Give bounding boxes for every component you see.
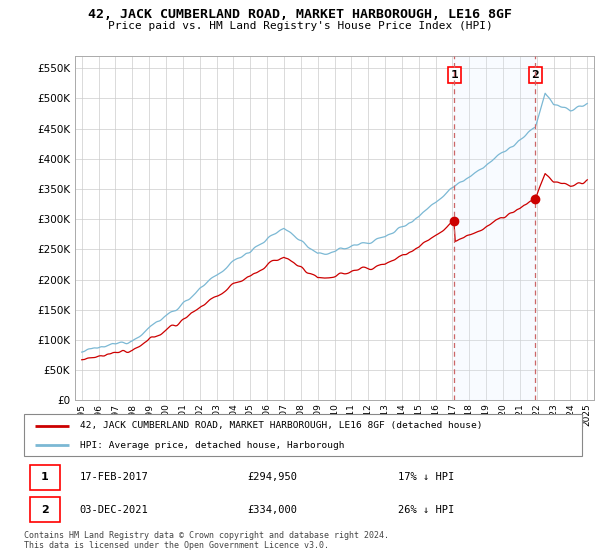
Text: 03-DEC-2021: 03-DEC-2021 bbox=[80, 505, 149, 515]
Text: Contains HM Land Registry data © Crown copyright and database right 2024.
This d: Contains HM Land Registry data © Crown c… bbox=[24, 531, 389, 550]
Text: 2: 2 bbox=[41, 505, 49, 515]
Text: 26% ↓ HPI: 26% ↓ HPI bbox=[398, 505, 454, 515]
Text: 1: 1 bbox=[41, 473, 49, 483]
Text: 1: 1 bbox=[451, 70, 458, 80]
Text: 17% ↓ HPI: 17% ↓ HPI bbox=[398, 473, 454, 483]
Bar bbox=[454, 56, 535, 400]
Text: 17-FEB-2017: 17-FEB-2017 bbox=[80, 473, 149, 483]
Text: £294,950: £294,950 bbox=[247, 473, 297, 483]
Text: £334,000: £334,000 bbox=[247, 505, 297, 515]
Bar bbox=[29, 465, 60, 489]
Bar bbox=[29, 497, 60, 522]
Text: HPI: Average price, detached house, Harborough: HPI: Average price, detached house, Harb… bbox=[80, 441, 344, 450]
Text: Price paid vs. HM Land Registry's House Price Index (HPI): Price paid vs. HM Land Registry's House … bbox=[107, 21, 493, 31]
Text: 42, JACK CUMBERLAND ROAD, MARKET HARBOROUGH, LE16 8GF (detached house): 42, JACK CUMBERLAND ROAD, MARKET HARBORO… bbox=[80, 421, 482, 430]
Text: 42, JACK CUMBERLAND ROAD, MARKET HARBOROUGH, LE16 8GF: 42, JACK CUMBERLAND ROAD, MARKET HARBORO… bbox=[88, 8, 512, 21]
Text: 2: 2 bbox=[532, 70, 539, 80]
